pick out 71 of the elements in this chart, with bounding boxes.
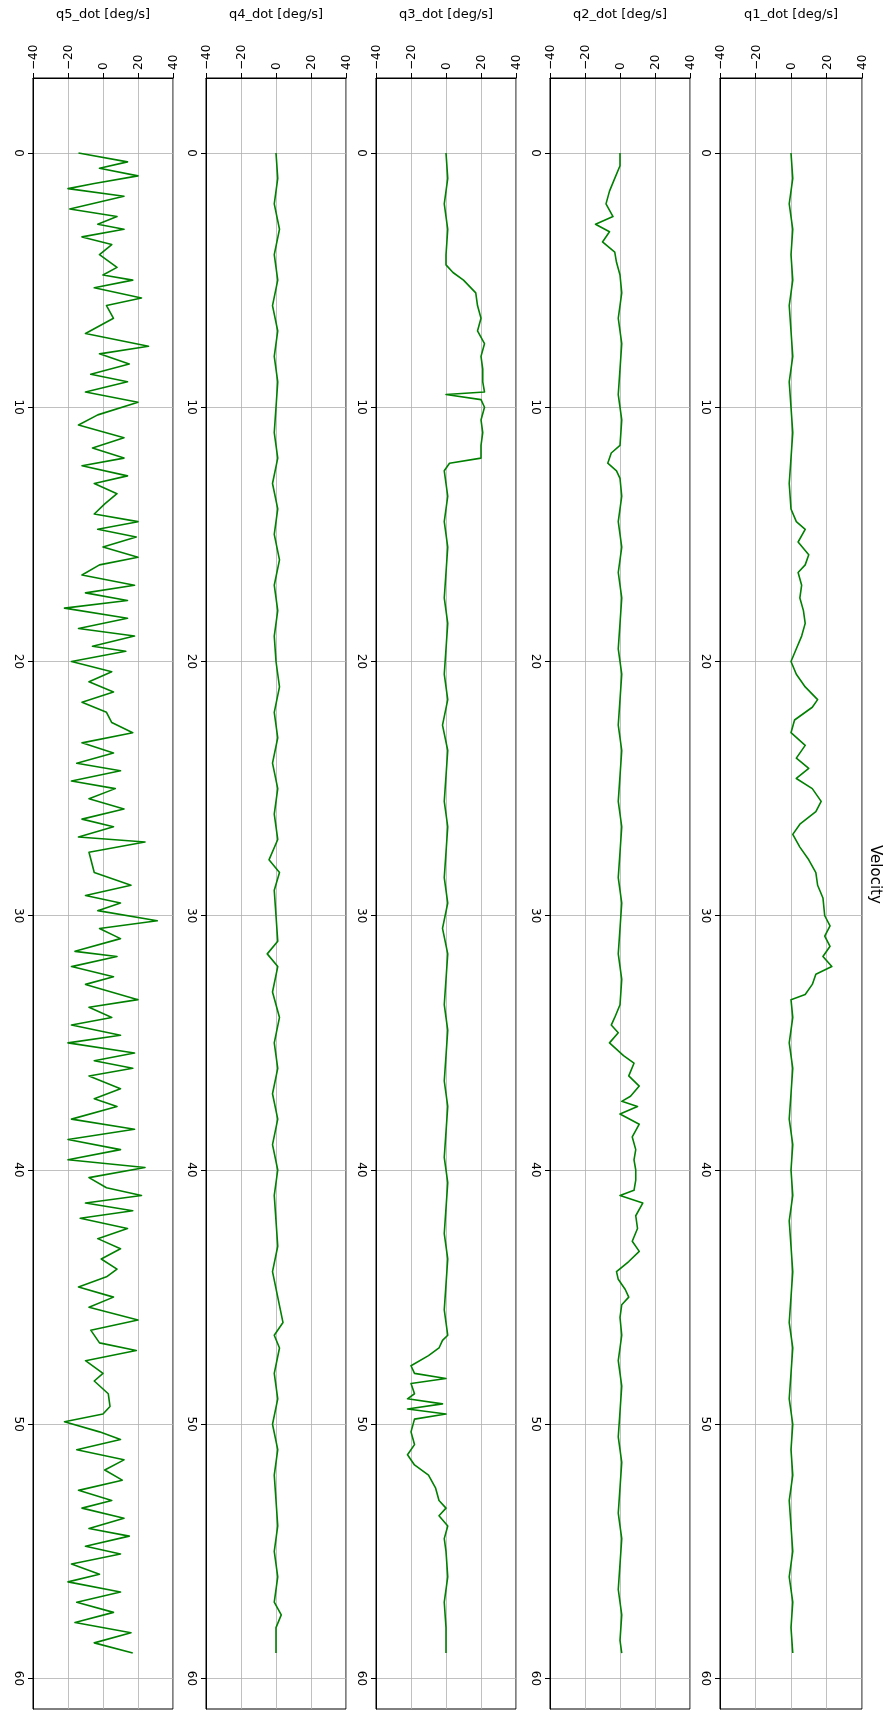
x-tick-label: 0 xyxy=(613,62,627,70)
y-tick-label: 0 xyxy=(12,149,26,157)
x-tick-label: −20 xyxy=(61,44,75,70)
y-tick-label: 50 xyxy=(529,1416,543,1432)
x-tick-label: 0 xyxy=(439,62,453,70)
line-series xyxy=(406,152,486,1654)
x-axis-title: q5_dot [deg/s] xyxy=(55,6,151,21)
x-tick-label: −20 xyxy=(748,44,763,70)
x-tick-label: −40 xyxy=(199,44,213,70)
y-tick-label: 20 xyxy=(355,653,369,670)
x-axis-title: q3_dot [deg/s] xyxy=(398,6,494,21)
y-tick-label: 30 xyxy=(699,908,713,924)
y-tick-label: 10 xyxy=(355,399,369,415)
y-tick-label: 30 xyxy=(185,908,199,924)
y-tick-label: 10 xyxy=(529,399,543,415)
y-tick-label: 0 xyxy=(699,149,713,157)
x-tick-label: −40 xyxy=(26,44,40,70)
y-tick-label: 20 xyxy=(529,653,543,670)
y-tick-label: 60 xyxy=(529,1670,543,1687)
y-tick-label: 60 xyxy=(185,1670,199,1687)
x-axis-title: q1_dot [deg/s] xyxy=(743,6,839,21)
y-tick-label: 10 xyxy=(185,399,199,415)
line-series xyxy=(788,152,833,1654)
x-tick-label: −40 xyxy=(543,44,557,70)
y-tick-label: 40 xyxy=(699,1162,713,1178)
y-tick-label: 40 xyxy=(529,1162,543,1178)
x-tick-label: 40 xyxy=(166,54,180,70)
y-tick-label: 30 xyxy=(355,908,369,924)
x-tick-label: −20 xyxy=(578,44,592,70)
line-series xyxy=(63,152,159,1654)
y-tick-label: 0 xyxy=(185,149,199,157)
y-tick-label: 20 xyxy=(185,653,199,670)
y-tick-label: 40 xyxy=(185,1162,199,1178)
x-tick-label: 20 xyxy=(304,54,318,70)
line-series xyxy=(266,152,284,1654)
y-tick-label: 10 xyxy=(12,399,26,415)
y-tick-label: 40 xyxy=(12,1162,26,1178)
x-tick-label: 20 xyxy=(474,54,488,70)
x-tick-label: −40 xyxy=(369,44,383,70)
x-tick-label: 0 xyxy=(784,62,798,70)
x-tick-label: 40 xyxy=(509,54,523,70)
y-tick-label: 60 xyxy=(699,1670,713,1687)
x-tick-label: −20 xyxy=(234,44,248,70)
x-tick-label: 20 xyxy=(131,54,145,70)
y-tick-label: 50 xyxy=(355,1416,369,1432)
x-tick-label: 40 xyxy=(855,54,869,70)
x-axis-title: q4_dot [deg/s] xyxy=(228,6,324,21)
y-tick-label: 10 xyxy=(699,399,713,415)
x-axis-title: q2_dot [deg/s] xyxy=(572,6,668,21)
y-tick-label: 20 xyxy=(699,653,713,670)
y-tick-label: 50 xyxy=(699,1416,713,1432)
y-tick-label: 60 xyxy=(355,1670,369,1687)
y-tick-label: 0 xyxy=(355,149,369,157)
x-tick-label: 20 xyxy=(819,54,834,70)
y-tick-label: 50 xyxy=(185,1416,199,1432)
x-tick-label: 40 xyxy=(683,54,697,70)
y-tick-label: 50 xyxy=(12,1416,26,1432)
y-tick-label: 60 xyxy=(12,1670,26,1687)
x-tick-label: −40 xyxy=(713,44,727,70)
x-tick-label: 40 xyxy=(339,54,353,70)
y-tick-label: 40 xyxy=(355,1162,369,1178)
x-tick-label: 20 xyxy=(648,54,662,70)
text: Velocity xyxy=(866,845,885,904)
y-tick-label: 0 xyxy=(529,149,543,157)
x-tick-label: −20 xyxy=(404,44,418,70)
x-tick-label: 0 xyxy=(269,62,283,70)
y-tick-label: 30 xyxy=(529,908,543,924)
x-tick-label: 0 xyxy=(96,62,110,70)
y-tick-label: 20 xyxy=(12,653,26,670)
line-series xyxy=(594,152,644,1654)
y-tick-label: 30 xyxy=(12,908,26,924)
